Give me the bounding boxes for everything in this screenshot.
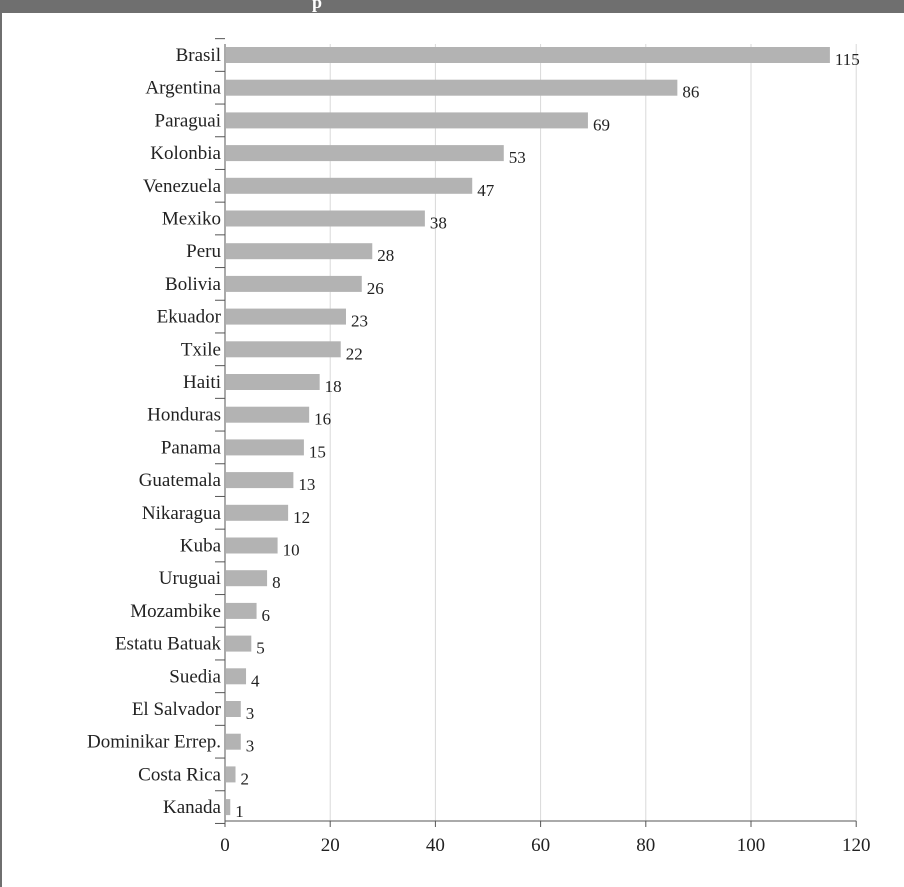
category-label: Honduras xyxy=(147,405,221,426)
bar xyxy=(226,406,310,423)
category-label: Mozambike xyxy=(130,601,221,622)
value-label: 28 xyxy=(377,246,394,265)
category-label: Panama xyxy=(161,437,222,458)
category-label: Brasil xyxy=(176,45,221,66)
category-label: Dominikar Errep. xyxy=(87,732,221,753)
bar xyxy=(226,570,268,587)
bar xyxy=(226,668,247,685)
value-label: 5 xyxy=(256,639,265,658)
category-label: Peru xyxy=(186,241,221,262)
category-label: Costa Rica xyxy=(138,764,221,785)
bar xyxy=(226,47,830,63)
header-text: p xyxy=(312,0,323,12)
value-label: 2 xyxy=(241,769,250,788)
x-tick-label: 40 xyxy=(426,835,445,856)
bar xyxy=(226,701,241,717)
value-label: 23 xyxy=(351,312,368,331)
value-label: 115 xyxy=(835,50,860,69)
category-label: Mexiko xyxy=(162,209,221,230)
bar xyxy=(226,243,373,260)
bar xyxy=(226,177,473,194)
header-bar: p xyxy=(2,0,904,13)
bar xyxy=(226,145,504,162)
bar xyxy=(226,79,678,96)
category-label: Guatemala xyxy=(139,470,222,491)
value-label: 86 xyxy=(682,83,699,102)
bar xyxy=(226,210,425,227)
category-label: Ekuador xyxy=(157,307,222,328)
value-label: 16 xyxy=(314,410,331,429)
bar xyxy=(226,341,341,358)
category-label: Nikaragua xyxy=(142,503,222,524)
bar xyxy=(226,602,257,619)
bar xyxy=(226,308,346,325)
category-label: Kanada xyxy=(163,797,222,818)
category-label: Suedia xyxy=(169,666,221,687)
axes xyxy=(215,38,857,827)
value-label: 22 xyxy=(346,344,363,363)
value-label: 13 xyxy=(298,475,315,494)
bar xyxy=(226,537,278,554)
value-label: 1 xyxy=(235,802,244,821)
category-label: Estatu Batuak xyxy=(115,634,222,655)
bar xyxy=(226,439,304,456)
x-tick-label: 80 xyxy=(636,835,655,856)
value-label: 47 xyxy=(477,181,495,200)
bar xyxy=(226,374,320,390)
value-label: 53 xyxy=(509,148,526,167)
bar xyxy=(226,472,294,489)
category-label: Kolonbia xyxy=(150,143,221,164)
category-label: El Salvador xyxy=(132,699,222,720)
x-tick-label: 20 xyxy=(321,835,340,856)
bar xyxy=(226,504,289,521)
bar xyxy=(226,766,236,783)
category-label: Paraguai xyxy=(155,110,221,131)
value-label: 8 xyxy=(272,573,281,592)
bar xyxy=(226,799,231,816)
value-label: 26 xyxy=(367,279,384,298)
bar xyxy=(226,635,252,652)
value-label: 3 xyxy=(246,704,255,723)
value-label: 12 xyxy=(293,508,310,527)
category-label: Txile xyxy=(181,339,221,360)
x-tick-label: 60 xyxy=(531,835,550,856)
value-label: 18 xyxy=(325,377,342,396)
value-label: 4 xyxy=(251,671,260,690)
category-label: Kuba xyxy=(180,536,222,557)
value-label: 15 xyxy=(309,442,326,461)
value-label: 6 xyxy=(262,606,271,625)
grid-lines xyxy=(329,44,857,821)
bar xyxy=(226,733,241,750)
value-label: 3 xyxy=(246,737,255,756)
category-label: Uruguai xyxy=(159,568,221,589)
category-label: Argentina xyxy=(145,78,221,99)
bar xyxy=(226,275,362,292)
value-label: 38 xyxy=(430,214,447,233)
category-label: Haiti xyxy=(183,372,221,393)
category-label: Venezuela xyxy=(143,176,222,197)
value-label: 69 xyxy=(593,115,610,134)
bar xyxy=(226,112,588,129)
bars xyxy=(226,47,830,816)
category-label: Bolivia xyxy=(165,274,222,295)
x-tick-label: 120 xyxy=(842,835,871,856)
x-tick-label: 100 xyxy=(737,835,766,856)
x-tick-label: 0 xyxy=(220,835,230,856)
value-label: 10 xyxy=(283,541,300,560)
